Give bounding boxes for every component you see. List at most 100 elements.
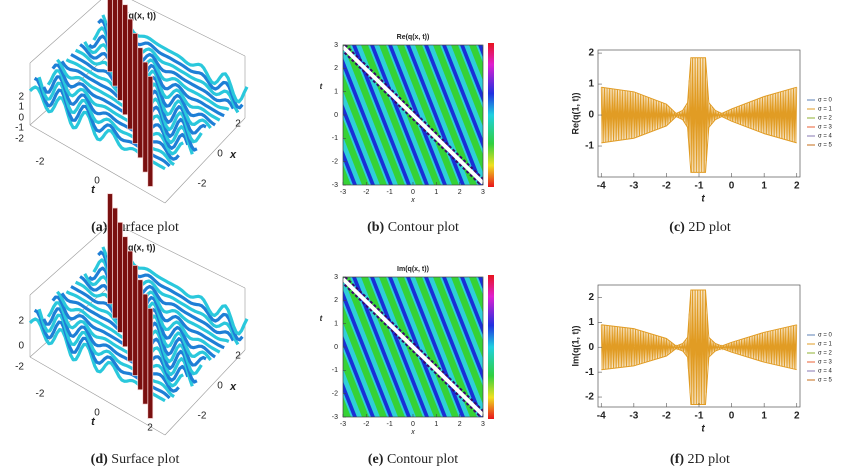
- contour-band: [244, 45, 303, 185]
- legend-label: σ = 1: [818, 342, 833, 348]
- t-tick-label: 0: [94, 408, 100, 419]
- axis-label: t: [320, 314, 323, 323]
- contour-band: [496, 277, 555, 417]
- x-tick-label: -1: [695, 411, 704, 422]
- axis-label: t: [320, 82, 323, 91]
- y-tick-label: -1: [332, 367, 338, 374]
- contour-band: [343, 277, 405, 417]
- y-tick-label: 3: [334, 274, 338, 281]
- x-tick-label: 0: [411, 421, 415, 428]
- x-tick-label: -2: [662, 411, 671, 422]
- contour-band: [415, 45, 477, 185]
- contour-band: [514, 45, 573, 185]
- contour-band: [469, 45, 483, 81]
- contour-band: [496, 45, 555, 185]
- contour-band: [487, 277, 549, 417]
- y-tick-label: 1: [334, 321, 338, 328]
- caption-label: (e): [368, 452, 384, 467]
- x-tick-label: 1: [434, 189, 438, 196]
- y-tick-label: -3: [332, 414, 338, 421]
- contour-band: [469, 277, 483, 313]
- contour-band: [343, 335, 375, 417]
- t-tick-label: -2: [36, 389, 45, 400]
- contour-band: [478, 45, 483, 58]
- box-edge: [131, 0, 246, 57]
- x-tick-label: 0: [217, 381, 223, 392]
- contour-band: [424, 277, 483, 417]
- legend-label: σ = 0: [818, 333, 833, 339]
- x-tick-label: -3: [340, 421, 346, 428]
- y-tick-label: -1: [332, 135, 338, 142]
- caption-text: 2D plot: [688, 452, 731, 467]
- y-tick-label: -2: [332, 391, 338, 398]
- contour-band: [505, 277, 567, 417]
- x-tick-label: 2: [458, 421, 462, 428]
- contour-band: [460, 45, 483, 104]
- contour-band: [532, 45, 591, 185]
- x-tick-label: -1: [387, 189, 393, 196]
- contour-band: [433, 45, 483, 173]
- legend-label: σ = 3: [818, 360, 833, 366]
- y-tick-label: 0: [588, 110, 594, 121]
- z-tick-label: 1: [18, 102, 24, 113]
- y-tick-label: 2: [334, 297, 338, 304]
- surface-spike: [137, 47, 144, 159]
- legend-label: σ = 2: [818, 116, 833, 122]
- box-edge: [164, 117, 246, 204]
- x-tick-label: 2: [794, 411, 800, 422]
- soliton-core: [343, 277, 483, 417]
- panel-title: Im(q(x, t)): [115, 242, 156, 252]
- surface-ripple: [46, 69, 184, 156]
- x-tick-label: 1: [761, 411, 767, 422]
- t-tick-label: 0: [94, 176, 100, 187]
- surface-ripple: [51, 295, 190, 382]
- box-edge: [29, 0, 102, 64]
- contour-band: [460, 277, 483, 336]
- envelope-lower: [601, 116, 797, 173]
- x-tick-label: 2: [794, 181, 800, 192]
- contour-band: [442, 277, 483, 382]
- oscillation: [600, 289, 798, 405]
- box-edge: [29, 124, 166, 204]
- envelope-upper: [601, 289, 797, 347]
- contour-band: [262, 277, 321, 417]
- caption: (f) 2D plot: [670, 452, 730, 467]
- surface-spike: [132, 33, 139, 144]
- surface-plot: [28, 193, 249, 436]
- contour-band: [343, 149, 357, 185]
- y-tick-label: 1: [588, 79, 594, 90]
- contour-band: [505, 45, 567, 185]
- contour-band: [235, 277, 297, 417]
- axis-label: t: [91, 416, 96, 428]
- x-tick-label: 3: [481, 189, 485, 196]
- y-tick-label: 0: [334, 344, 338, 351]
- contour-band: [343, 118, 369, 185]
- x-tick-label: -2: [198, 179, 207, 190]
- y-tick-label: -3: [332, 182, 338, 189]
- caption-text: Contour plot: [388, 220, 459, 235]
- axis-label: x: [410, 197, 415, 204]
- contour-band: [343, 350, 369, 417]
- x-tick-label: 2: [235, 351, 241, 362]
- surface-spike: [147, 76, 154, 187]
- legend-label: σ = 4: [818, 369, 833, 375]
- x-tick-label: -3: [340, 189, 346, 196]
- contour-band: [478, 277, 483, 290]
- caption: (c) 2D plot: [669, 220, 731, 235]
- z-tick-label: -2: [15, 134, 24, 145]
- contour-band: [433, 277, 483, 405]
- panel-title: Im(q(x, t)): [397, 266, 429, 273]
- contour-band: [271, 277, 333, 417]
- z-tick-label: 0: [18, 341, 24, 352]
- surface-ripple: [51, 63, 190, 150]
- caption-label: (c): [669, 220, 685, 235]
- axis-label: t: [701, 424, 705, 435]
- surface-ripple: [46, 301, 184, 388]
- z-tick-label: -2: [15, 362, 24, 373]
- legend-label: σ = 2: [818, 351, 833, 357]
- caption-label: (f): [670, 452, 684, 467]
- surface-spike: [122, 236, 128, 348]
- surface-spike: [107, 0, 113, 73]
